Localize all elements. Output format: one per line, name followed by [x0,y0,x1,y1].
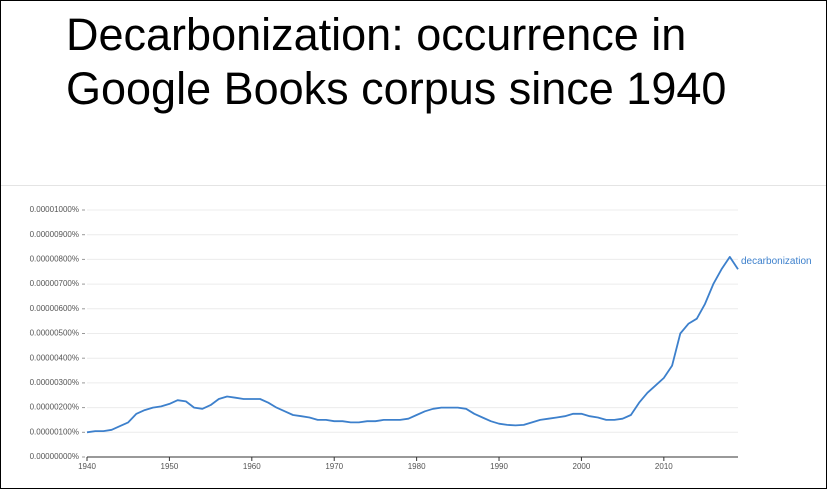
y-tick-label: 0.00000600% [30,304,79,313]
x-tick-label: 1980 [408,462,426,471]
title-line: Decarbonization: occurrence in [66,9,686,60]
x-tick-label: 1960 [243,462,261,471]
y-tick-label: 0.00000500% [30,329,79,338]
x-tick-label: 1970 [325,462,343,471]
y-tick-label: 0.00000700% [30,279,79,288]
x-tick-label: 1950 [161,462,179,471]
x-tick-label: 2000 [573,462,591,471]
x-tick-label: 1990 [490,462,508,471]
series-label: decarbonization [741,256,812,267]
y-tick-label: 0.00000200% [30,403,79,412]
title-line: Google Books corpus since 1940 [66,63,726,114]
y-tick-label: 0.00000400% [30,353,79,362]
y-tick-label: 0.00000800% [30,255,79,264]
line [86,255,739,434]
y-tick-label: 0.00000000% [30,452,79,461]
y-tick-label: 0.00000100% [30,427,79,436]
x-tick-label: 2010 [655,462,673,471]
y-tick-label: 0.00000300% [30,378,79,387]
y-tick-label: 0.00001000% [30,205,79,214]
y-tick-label: 0.00000900% [30,230,79,239]
x-tick-label: 1940 [78,462,96,471]
